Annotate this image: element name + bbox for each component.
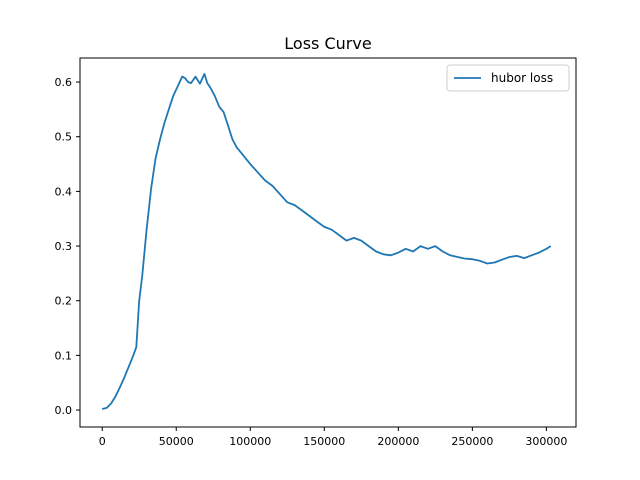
- x-tick-label: 150000: [303, 435, 345, 448]
- y-tick-label: 0.1: [55, 349, 73, 362]
- series-line-hubor-loss: [101, 73, 552, 410]
- y-tick-label: 0.4: [55, 185, 73, 198]
- plot-frame: [79, 57, 577, 428]
- x-tick-label: 200000: [377, 435, 419, 448]
- chart-title: Loss Curve: [284, 34, 371, 53]
- x-tick-label: 100000: [229, 435, 271, 448]
- y-tick-label: 0.5: [55, 131, 73, 144]
- legend-label: hubor loss: [491, 71, 553, 85]
- y-axis: 0.0 0.1 0.2 0.3 0.4 0.5 0.6: [55, 76, 80, 417]
- legend-box: [446, 64, 570, 92]
- y-tick-label: 0.2: [55, 295, 73, 308]
- y-tick-label: 0.3: [55, 240, 73, 253]
- x-tick-label: 50000: [159, 435, 194, 448]
- y-tick-label: 0.6: [55, 76, 73, 89]
- y-tick-label: 0.0: [55, 404, 73, 417]
- x-tick-label: 250000: [451, 435, 493, 448]
- plot-lines: [101, 73, 552, 410]
- x-tick-label: 0: [99, 435, 106, 448]
- x-tick-label: 300000: [525, 435, 567, 448]
- legend: hubor loss: [446, 64, 570, 92]
- x-axis: 0 50000 100000 150000 200000 250000 300000: [99, 427, 567, 448]
